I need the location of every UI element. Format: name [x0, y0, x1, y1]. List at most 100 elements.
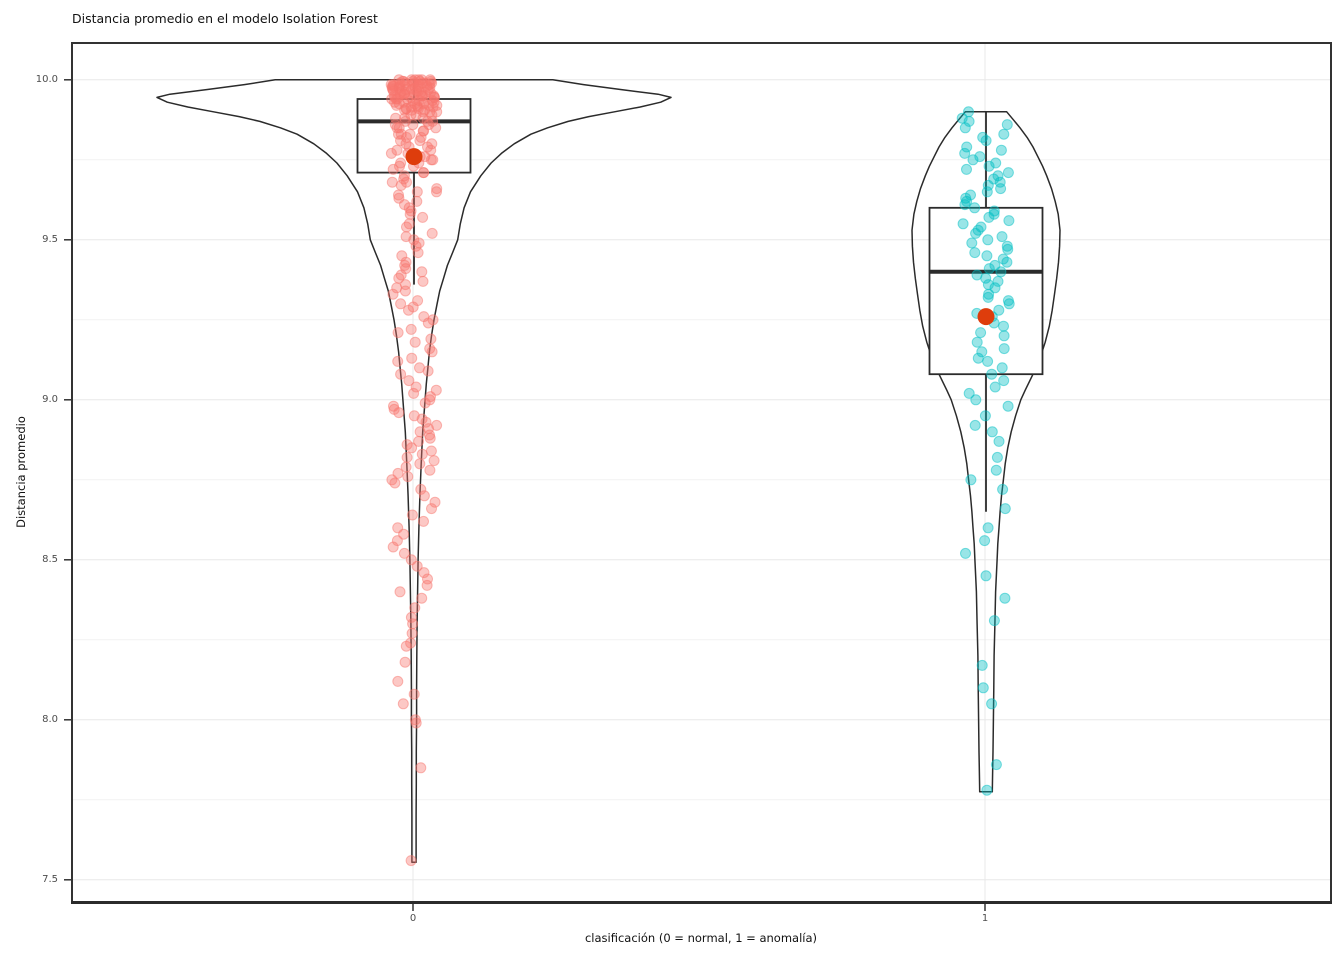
data-point [965, 474, 977, 486]
data-point [990, 464, 1002, 476]
data-point [431, 186, 442, 198]
data-point [406, 352, 418, 364]
data-point [408, 234, 420, 246]
data-point [981, 250, 993, 262]
data-point [999, 592, 1011, 604]
data-point [999, 503, 1011, 515]
data-point [415, 762, 427, 774]
data-point [422, 365, 434, 377]
data-point [395, 135, 406, 147]
data-point [418, 567, 430, 579]
data-point [956, 112, 968, 124]
data-point [1003, 215, 1015, 227]
data-point [394, 160, 405, 172]
data-point [983, 263, 995, 275]
y-tick-label: 7.5 [42, 873, 58, 885]
data-point [975, 327, 987, 339]
mean-dot-0 [405, 148, 423, 166]
data-point [393, 128, 404, 140]
data-point [998, 320, 1009, 332]
data-point [980, 135, 992, 147]
data-point [991, 451, 1003, 463]
data-point [431, 419, 443, 431]
data-point [424, 432, 436, 444]
data-point [414, 135, 426, 147]
data-point [404, 208, 416, 220]
data-point [989, 282, 1001, 294]
data-point [401, 451, 413, 463]
data-point [1001, 240, 1013, 252]
data-point [393, 407, 405, 419]
data-point [426, 346, 438, 358]
y-tick-label: 8.5 [42, 553, 58, 565]
data-point [998, 128, 1010, 140]
data-point [982, 355, 994, 367]
data-point [980, 272, 992, 284]
data-point [993, 435, 1005, 447]
y-tick-label: 9.5 [42, 233, 58, 245]
data-point [405, 323, 417, 335]
data-point [430, 122, 442, 134]
data-point [961, 163, 972, 175]
data-point [986, 368, 998, 380]
data-point [385, 147, 397, 159]
data-point [387, 163, 399, 175]
data-point [405, 855, 417, 867]
jitter-points-0 [385, 74, 443, 867]
data-point [959, 122, 971, 134]
data-point [989, 381, 1001, 393]
data-point [417, 125, 429, 137]
jitter-points-1 [956, 106, 1015, 796]
data-point [392, 327, 404, 339]
data-point [392, 355, 404, 367]
data-point [966, 237, 978, 249]
data-point [410, 240, 422, 252]
data-point [413, 435, 425, 447]
data-point [397, 698, 409, 710]
data-point [399, 285, 411, 297]
data-point [401, 176, 412, 188]
data-point [386, 474, 398, 486]
data-point [995, 144, 1007, 156]
data-point [972, 352, 984, 364]
data-point [410, 109, 422, 121]
data-point [411, 560, 423, 572]
y-tick-label: 9.0 [42, 393, 58, 405]
data-point [963, 115, 975, 127]
data-point [425, 333, 437, 345]
data-point [995, 183, 1007, 195]
data-point [392, 675, 404, 687]
data-point [957, 218, 969, 230]
data-point [420, 416, 432, 428]
data-point [411, 195, 423, 207]
data-point [412, 247, 424, 259]
data-point [959, 199, 971, 211]
violin-outline-1 [911, 111, 1061, 793]
data-point [408, 688, 420, 700]
data-point [429, 496, 441, 508]
data-point [982, 291, 994, 303]
data-point [990, 759, 1002, 771]
y-tick-label: 10.0 [35, 73, 58, 85]
data-point [1002, 400, 1014, 412]
mean-dot-1 [977, 308, 995, 326]
data-point [394, 586, 406, 598]
data-point [998, 375, 1010, 387]
data-point [982, 522, 994, 534]
data-point [415, 483, 427, 495]
data-point [409, 336, 421, 348]
data-point [395, 179, 407, 191]
data-point [982, 234, 994, 246]
data-point [399, 656, 411, 668]
data-point [391, 535, 403, 547]
data-point [395, 298, 407, 310]
data-point [416, 448, 428, 460]
data-point [389, 477, 401, 489]
data-point [979, 535, 991, 547]
data-point [417, 275, 429, 287]
data-point [402, 471, 414, 483]
data-point [976, 346, 988, 358]
data-point [959, 147, 971, 159]
